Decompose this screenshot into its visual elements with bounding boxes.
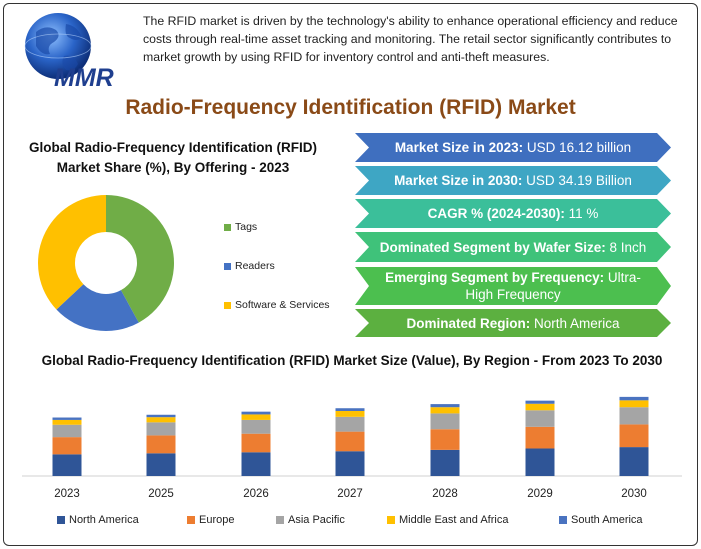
bar-segment-north-america-2030 — [619, 447, 649, 476]
bar-segment-middle-east-and-africa-2027 — [335, 410, 365, 417]
fact-label: Dominated Segment by Wafer Size: — [379, 239, 606, 255]
x-tick-label: 2029 — [527, 488, 553, 500]
svg-text:MMR: MMR — [54, 64, 114, 92]
bar-segment-europe-2026 — [241, 433, 271, 453]
bar-segment-south-america-2027 — [335, 408, 365, 411]
bar-segment-middle-east-and-africa-2025 — [146, 417, 176, 423]
bar-segment-middle-east-and-africa-2029 — [525, 403, 555, 411]
bar-segment-middle-east-and-africa-2023 — [52, 419, 82, 425]
fact-value: Ultra-High Frequency — [465, 270, 641, 302]
mmr-logo: MMR — [24, 13, 114, 92]
bar-segment-europe-2029 — [525, 426, 555, 449]
bar-segment-middle-east-and-africa-2030 — [619, 400, 649, 408]
bar-segment-europe-2028 — [430, 429, 460, 450]
bar-segment-asia-pacific-2027 — [335, 416, 365, 432]
fact-label: Market Size in 2023: — [394, 140, 524, 155]
fact-value: 8 Inch — [605, 239, 647, 255]
bar-segment-asia-pacific-2028 — [430, 413, 460, 430]
fact-value: North America — [530, 315, 620, 331]
fact-value: USD 16.12 billion — [523, 140, 632, 155]
legend-swatch — [187, 516, 195, 525]
bar-legend-item: Europe — [187, 514, 234, 526]
bar-legend-label: Europe — [199, 514, 235, 526]
donut-slice-tags — [106, 195, 174, 323]
donut-chart — [38, 195, 174, 331]
fact-banner: Market Size in 2030: USD 34.19 Billion — [355, 166, 671, 195]
bar-segment-asia-pacific-2025 — [146, 422, 176, 436]
legend-swatch — [224, 262, 231, 270]
x-tick-label: 2026 — [243, 488, 269, 500]
bar-segment-europe-2030 — [619, 424, 649, 448]
legend-swatch — [224, 301, 231, 309]
bar-legend-label: South America — [571, 514, 643, 526]
bar-chart-title: Global Radio-Frequency Identification (R… — [41, 353, 663, 368]
pie-legend-label: Readers — [235, 260, 275, 272]
legend-swatch — [387, 516, 395, 525]
donut-slice-readers — [56, 284, 139, 331]
legend-swatch — [57, 516, 65, 525]
legend-swatch — [559, 516, 567, 525]
bar-segment-asia-pacific-2023 — [52, 424, 82, 438]
fact-banner: Dominated Segment by Wafer Size: 8 Inch — [355, 232, 671, 262]
fact-label: Market Size in 2030: — [394, 173, 523, 188]
bar-segment-south-america-2025 — [146, 414, 176, 418]
bar-segment-south-america-2029 — [525, 400, 555, 404]
x-tick-label: 2027 — [337, 488, 363, 500]
bar-segment-middle-east-and-africa-2028 — [430, 407, 460, 414]
bar-segment-north-america-2029 — [525, 448, 555, 476]
fact-label: Emerging Segment by Frequency: — [385, 270, 605, 285]
fact-banner: Market Size in 2023: USD 16.12 billion — [355, 133, 671, 162]
stacked-bar-chart: 2023 2025 2026 2027 2028 2029 2030 — [22, 396, 682, 500]
bar-segment-north-america-2028 — [430, 449, 460, 476]
pie-chart-title: Global Radio-Frequency Identification (R… — [28, 140, 317, 175]
pie-legend-item: Software & Services — [224, 299, 330, 311]
x-tick-label: 2023 — [54, 488, 80, 500]
fact-banner: Dominated Region: North America — [355, 309, 671, 337]
bar-legend-item: North America — [57, 514, 139, 526]
bar-segment-south-america-2026 — [241, 411, 271, 415]
bar-segment-europe-2025 — [146, 435, 176, 454]
bar-segment-north-america-2027 — [335, 451, 365, 476]
fact-label: CAGR % (2024-2030): — [427, 206, 565, 221]
bar-legend: North America Europe Asia Pacific Middle Ea… — [0, 514, 701, 532]
bar-legend-item: Middle East and Africa — [387, 514, 508, 526]
bar-segment-asia-pacific-2030 — [619, 407, 649, 425]
pie-legend-item: Tags — [224, 221, 257, 233]
pie-legend-label: Software & Services — [235, 299, 330, 311]
fact-banner: CAGR % (2024-2030): 11 % — [355, 199, 671, 228]
donut-slice-software-services — [38, 195, 106, 310]
x-tick-label: 2030 — [621, 488, 647, 500]
bar-segment-asia-pacific-2026 — [241, 419, 271, 434]
bar-segment-asia-pacific-2029 — [525, 410, 555, 427]
bar-legend-item: Asia Pacific — [276, 514, 345, 526]
bar-segment-europe-2027 — [335, 431, 365, 452]
bar-legend-label: North America — [69, 514, 139, 526]
bar-segment-north-america-2026 — [241, 452, 271, 476]
legend-swatch — [276, 516, 284, 525]
x-tick-label: 2028 — [432, 488, 458, 500]
bar-segment-south-america-2023 — [52, 417, 82, 420]
bar-legend-item: South America — [559, 514, 643, 526]
intro-text: The RFID market is driven by the technol… — [143, 14, 678, 64]
bar-segment-south-america-2028 — [430, 404, 460, 408]
fact-value: 11 % — [564, 206, 599, 221]
bar-segment-middle-east-and-africa-2026 — [241, 414, 271, 420]
bar-segment-europe-2023 — [52, 437, 82, 455]
bar-legend-label: Asia Pacific — [288, 514, 345, 526]
pie-legend-label: Tags — [235, 221, 258, 233]
pie-legend-item: Readers — [224, 260, 275, 272]
legend-swatch — [224, 223, 231, 231]
fact-value: USD 34.19 Billion — [522, 173, 632, 188]
bar-segment-south-america-2030 — [619, 396, 649, 401]
bar-segment-north-america-2023 — [52, 454, 82, 476]
x-tick-label: 2025 — [148, 488, 174, 500]
page-title: Radio-Frequency Identification (RFID) Ma… — [125, 96, 576, 119]
fact-label: Dominated Region: — [406, 315, 531, 331]
bar-legend-label: Middle East and Africa — [399, 514, 509, 526]
bar-segment-north-america-2025 — [146, 453, 176, 476]
fact-banner: Emerging Segment by Frequency: Ultra-Hig… — [355, 267, 671, 305]
